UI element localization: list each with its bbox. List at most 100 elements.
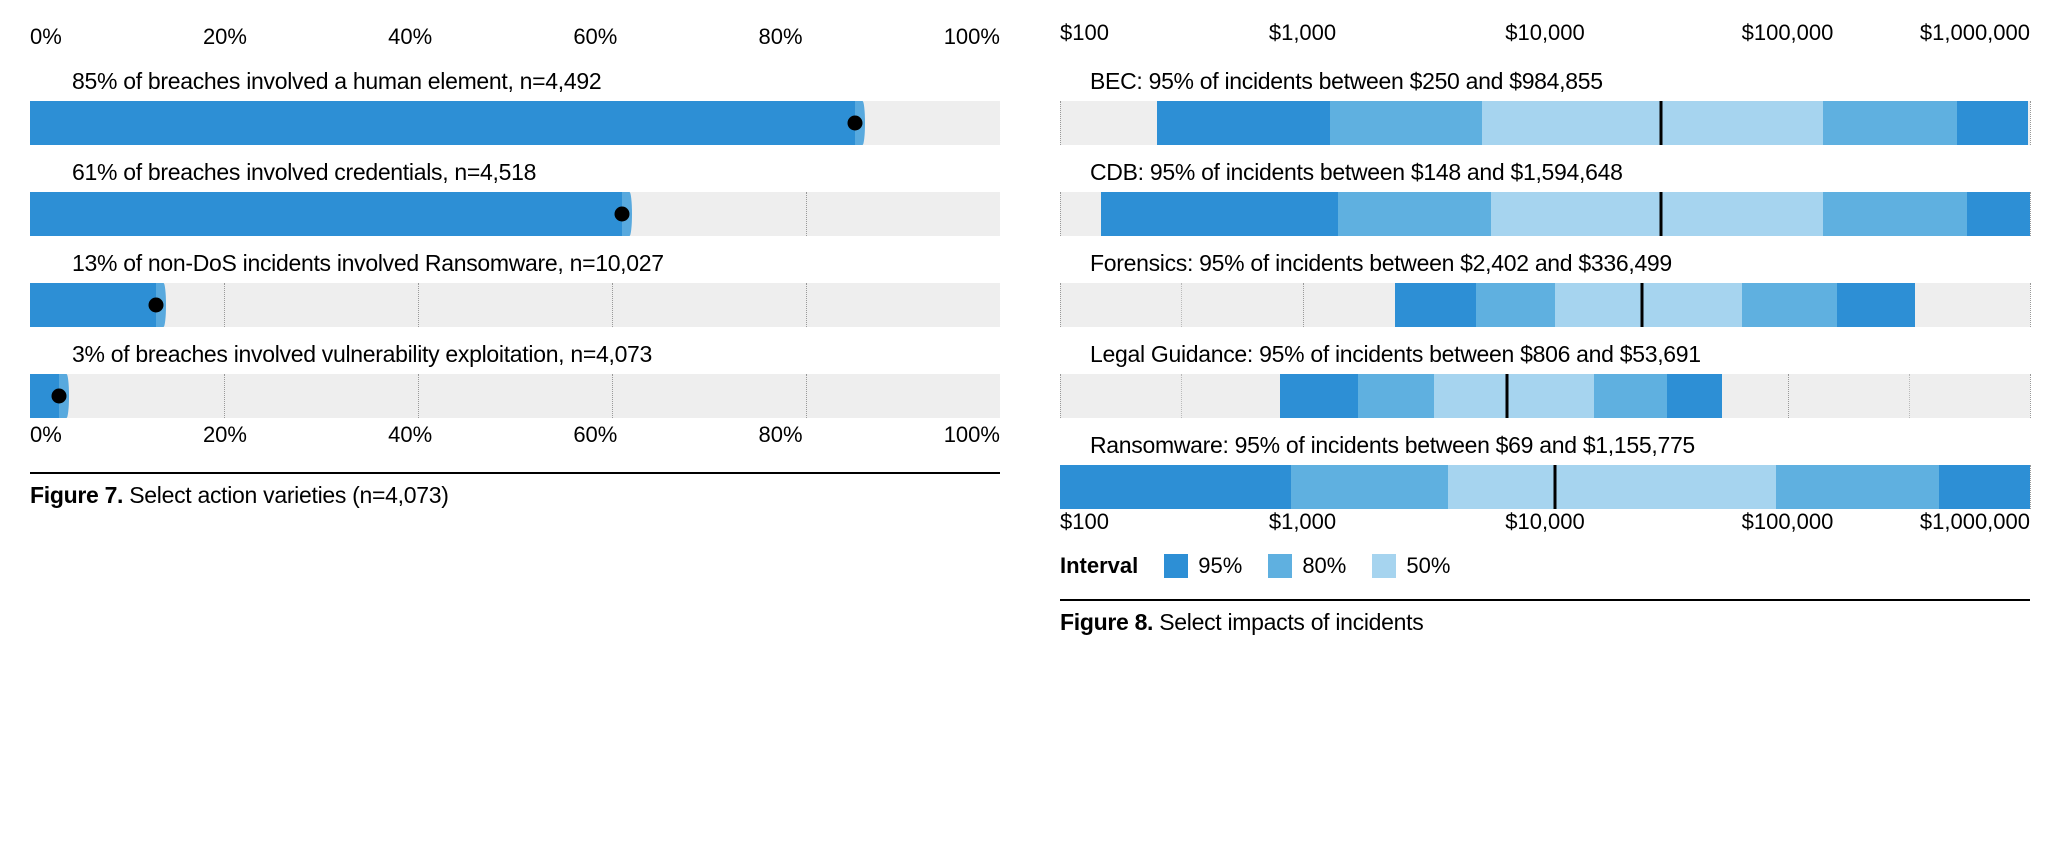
figure-8-items-area: BEC: 95% of incidents between $250 and $… [1060,68,2030,509]
grid-line [224,374,225,418]
range-segment [1448,465,1555,509]
axis-tick: 40% [388,422,432,448]
axis-tick: $10,000 [1505,20,1585,46]
range-segment [1060,465,1291,509]
range-segment [1482,101,1661,145]
grid-line [2030,374,2031,418]
range-segment [1280,374,1359,418]
figure-7-axis-bottom: 0%20%40%60%80%100% [30,418,1000,452]
grid-line-minor [1181,283,1182,327]
range-segment [1661,101,1823,145]
range-segment [1823,192,1967,236]
bar-track [30,192,1000,236]
axis-tick: 100% [944,422,1000,448]
range-label: CDB: 95% of incidents between $148 and $… [1060,159,2030,186]
figure-7-axis-top: 0%20%40%60%80%100% [30,20,1000,54]
range-segment [1742,283,1837,327]
legend-title: Interval [1060,553,1138,579]
grid-line [1788,374,1789,418]
figure-8-axis-top: $100 $1,000 $10,000 $100,000 $1,000,000 [1060,20,2030,54]
range-label: Ransomware: 95% of incidents between $69… [1060,432,2030,459]
figure-8: $100 $1,000 $10,000 $100,000 $1,000,000 BEC:… [1060,20,2030,636]
axis-tick: $1,000 [1269,509,1336,535]
axis-tick: $100 [1060,20,1109,46]
bar-dot [149,298,164,313]
axis-tick: 0% [30,24,62,50]
range-segment [1291,465,1448,509]
range-segment [1661,192,1823,236]
range-median [1640,283,1643,327]
legend-swatch [1372,554,1396,578]
grid-line [224,283,225,327]
axis-tick: 60% [573,422,617,448]
figure-7: 0% 20% 40% 60% 80% 100% 85% of breaches invol… [30,20,1000,636]
range-segment [1776,465,1938,509]
bar-label: 61% of breaches involved credentials, n=… [30,159,1000,186]
axis-tick: 80% [759,24,803,50]
bar-group: 61% of breaches involved credentials, n=… [30,159,1000,236]
figure-8-caption-bold: Figure 8. [1060,609,1153,635]
figure-7-caption-bold: Figure 7. [30,482,123,508]
figure-8-caption: Figure 8. Select impacts of incidents [1060,609,2030,636]
axis-tick: $1,000,000 [1920,509,2030,535]
grid-line [418,283,419,327]
figure-8-rule [1060,599,2030,601]
range-segment [1555,283,1641,327]
range-label: BEC: 95% of incidents between $250 and $… [1060,68,2030,95]
range-segment [1338,192,1491,236]
grid-line-minor [1181,374,1182,418]
range-track [1060,374,2030,418]
axis-tick: 20% [203,24,247,50]
axis-tick: 80% [759,422,803,448]
grid-line-minor [1909,374,1910,418]
axis-tick: 40% [388,24,432,50]
bar-fill [30,101,855,145]
bar-dot [52,389,67,404]
figure-7-caption: Figure 7. Select action varieties (n=4,0… [30,482,1000,509]
range-segment [1491,192,1661,236]
axis-tick: $1,000 [1269,20,1336,46]
grid-line [2030,192,2031,236]
range-group: CDB: 95% of incidents between $148 and $… [1060,159,2030,236]
bar-dot [614,207,629,222]
bar-track [30,101,1000,145]
grid-line [612,283,613,327]
figure-8-caption-text: Select impacts of incidents [1153,609,1423,635]
bar-label: 85% of breaches involved a human element… [30,68,1000,95]
range-segment [1330,101,1482,145]
figure-7-bars-area: 85% of breaches involved a human element… [30,68,1000,418]
range-segment [1507,374,1594,418]
range-segment [1642,283,1743,327]
axis-tick: $100,000 [1742,20,1834,46]
axis-tick: $100 [1060,509,1109,535]
range-segment [1594,374,1667,418]
figure-8-legend: Interval 95% 80% 50% [1060,553,2030,579]
range-median [1659,101,1662,145]
range-segment [1157,101,1331,145]
legend-swatch [1268,554,1292,578]
range-track [1060,192,2030,236]
bar-label: 13% of non-DoS incidents involved Ransom… [30,250,1000,277]
range-median [1659,192,1662,236]
axis-tick: $1,000,000 [1920,20,2030,46]
range-label: Legal Guidance: 95% of incidents between… [1060,341,2030,368]
range-segment [1358,374,1434,418]
grid-line [2030,465,2031,509]
grid-line [1060,374,1061,418]
axis-tick: $100,000 [1742,509,1834,535]
legend-item: 95% [1164,553,1242,579]
grid-line [806,374,807,418]
axis-tick: $10,000 [1505,509,1585,535]
legend-label: 80% [1302,553,1346,579]
bar-group: 13% of non-DoS incidents involved Ransom… [30,250,1000,327]
range-track [1060,465,2030,509]
range-segment [1957,101,2028,145]
legend-label: 50% [1406,553,1450,579]
figure-7-rule [30,472,1000,474]
range-segment [1555,465,1776,509]
range-segment [1667,374,1722,418]
axis-tick: 0% [30,422,62,448]
range-segment [1434,374,1507,418]
range-track [1060,283,2030,327]
bar-dot [847,116,862,131]
